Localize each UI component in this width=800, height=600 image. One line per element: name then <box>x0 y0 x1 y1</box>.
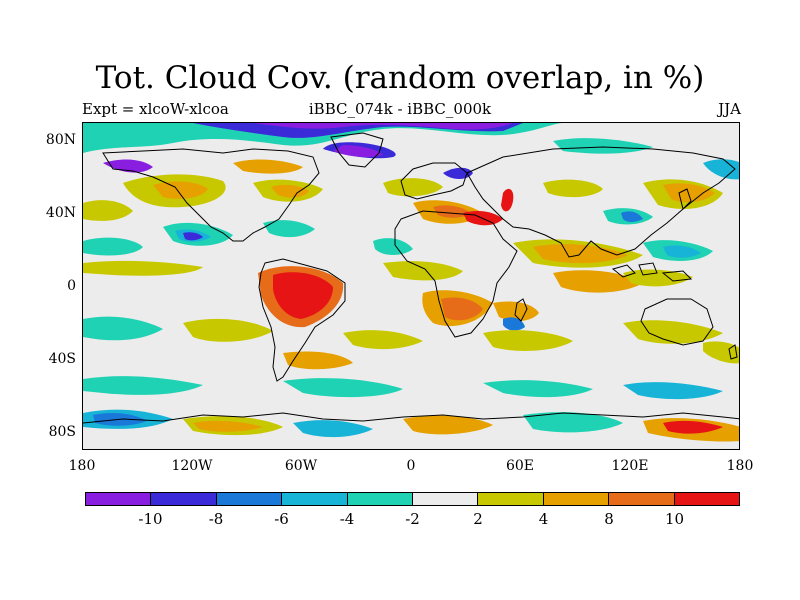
experiment-label: Expt = xlcoW-xlcoa <box>82 100 229 118</box>
map-panel <box>82 122 740 450</box>
colorbar-segment <box>86 493 152 505</box>
colorbar-segment <box>674 493 740 505</box>
colorbar-label: -2 <box>405 510 420 528</box>
colorbar-label: 8 <box>604 510 614 528</box>
colorbar-label: -8 <box>208 510 224 528</box>
x-tick-label: 60E <box>505 458 535 474</box>
comparison-label: iBBC_074k - iBBC_000k <box>308 100 492 118</box>
season-label: JJA <box>718 100 741 118</box>
x-tick-label: 180 <box>68 458 96 474</box>
colorbar-segment <box>609 493 675 505</box>
y-tick-label: 40S <box>48 351 76 367</box>
colorbar-label: 2 <box>473 510 483 528</box>
colorbar-label: -6 <box>274 510 289 528</box>
colorbar-segment <box>478 493 544 505</box>
plot-title: Tot. Cloud Cov. (random overlap, in %) <box>95 60 705 96</box>
x-tick-label: 60W <box>284 458 318 474</box>
colorbar-segment <box>347 493 414 505</box>
x-tick-label: 0 <box>406 458 416 474</box>
x-tick-label: 120W <box>171 458 213 474</box>
y-tick-label: 80S <box>48 424 76 440</box>
x-tick-label: 120E <box>611 458 649 474</box>
colorbar-label: -10 <box>138 510 163 528</box>
colorbar-label: -4 <box>339 510 355 528</box>
colorbar-segment <box>216 493 283 505</box>
cloud-cover-field <box>83 123 739 449</box>
colorbar-segment <box>151 493 217 505</box>
colorbar-segment <box>282 493 348 505</box>
colorbar <box>85 492 740 506</box>
colorbar-segment <box>543 493 610 505</box>
colorbar-label: 10 <box>664 510 685 528</box>
colorbar-label: 4 <box>538 510 549 528</box>
y-tick-label: 0 <box>67 278 76 294</box>
y-tick-label: 80N <box>45 132 76 148</box>
y-tick-label: 40N <box>45 205 76 221</box>
colorbar-segment <box>413 493 479 505</box>
x-tick-label: 180 <box>726 458 754 474</box>
